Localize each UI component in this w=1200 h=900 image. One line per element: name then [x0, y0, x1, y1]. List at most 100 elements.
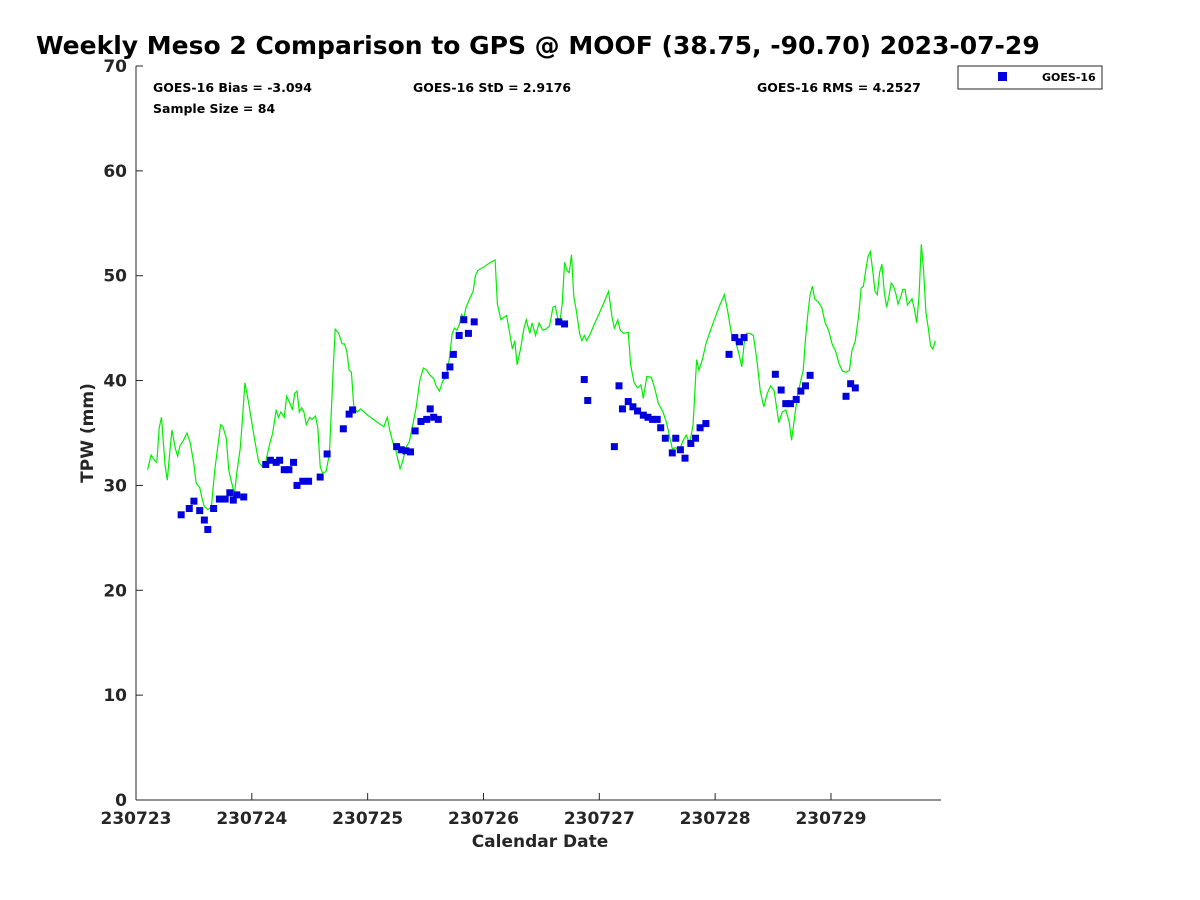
goes16-point	[276, 456, 284, 464]
goes16-point	[797, 387, 805, 395]
goes16-point	[190, 497, 198, 505]
goes16-point	[305, 477, 313, 485]
goes16-point	[610, 443, 618, 451]
goes16-point	[624, 398, 632, 406]
legend: GOES-16	[957, 65, 1103, 90]
goes16-point	[402, 447, 410, 455]
goes16-point	[185, 504, 193, 512]
goes16-point	[771, 370, 779, 378]
goes16-point	[653, 415, 661, 423]
legend-marker-goes16	[998, 72, 1007, 81]
goes16-point	[561, 320, 569, 328]
goes16-point	[221, 495, 229, 503]
stat-sample-size: Sample Size = 84	[153, 101, 275, 116]
goes16-point	[649, 415, 657, 423]
goes16-point	[668, 449, 676, 457]
y-tick-label: 20	[103, 581, 127, 601]
goes16-point	[196, 507, 204, 515]
goes16-point	[339, 425, 347, 433]
x-tick-label: 230723	[101, 809, 172, 829]
goes16-point	[426, 405, 434, 413]
goes16-point	[725, 350, 733, 358]
goes16-point	[323, 450, 331, 458]
goes16-point	[285, 466, 293, 474]
goes16-point	[676, 446, 684, 454]
x-tick-label: 230729	[795, 809, 866, 829]
goes16-point	[446, 363, 454, 371]
goes16-point	[615, 382, 623, 390]
goes16-point	[210, 504, 218, 512]
goes16-point	[464, 329, 472, 337]
goes16-point	[777, 386, 785, 394]
goes16-point	[204, 525, 212, 533]
goes16-point	[806, 371, 814, 379]
goes16-point	[434, 415, 442, 423]
goes16-point	[200, 516, 208, 524]
goes16-point	[177, 511, 185, 519]
y-tick-label: 0	[115, 791, 127, 811]
stat-std: GOES-16 StD = 2.9176	[413, 80, 571, 95]
y-tick-label: 70	[103, 57, 127, 77]
goes16-point	[580, 376, 588, 384]
goes16-point	[349, 406, 357, 414]
chart-title: Weekly Meso 2 Comparison to GPS @ MOOF (…	[36, 31, 1040, 60]
goes16-point	[634, 407, 642, 415]
goes16-point	[215, 495, 223, 503]
goes16-point	[735, 338, 743, 346]
goes16-point	[731, 334, 739, 342]
stat-rms: GOES-16 RMS = 4.2527	[757, 80, 921, 95]
goes16-point	[629, 403, 637, 411]
x-tick-label: 230727	[564, 809, 635, 829]
goes16-point	[441, 371, 449, 379]
y-tick-label: 10	[103, 686, 127, 706]
goes16-point	[345, 410, 353, 418]
x-tick-label: 230728	[680, 809, 751, 829]
goes16-point	[417, 417, 425, 425]
gps-tpw-line	[147, 244, 936, 511]
goes16-point	[290, 458, 298, 466]
y-tick-label: 30	[103, 476, 127, 496]
goes16-point	[618, 405, 626, 413]
goes16-point	[449, 350, 457, 358]
goes16-point	[555, 318, 563, 326]
goes16-point	[316, 473, 324, 481]
goes16-point	[792, 395, 800, 403]
x-tick-label: 230725	[332, 809, 403, 829]
goes16-point	[687, 439, 695, 447]
y-tick-label: 50	[103, 267, 127, 287]
goes16-point	[262, 460, 270, 468]
goes16-point	[801, 382, 809, 390]
series-layer	[147, 244, 936, 533]
stat-bias: GOES-16 Bias = -3.094	[153, 80, 312, 95]
goes16-point	[691, 434, 699, 442]
goes16-point	[782, 400, 790, 408]
goes16-point	[702, 420, 710, 428]
goes16-point	[293, 481, 301, 489]
goes16-point	[430, 413, 438, 421]
x-tick-label: 230726	[448, 809, 519, 829]
legend-label-goes16: GOES-16	[1042, 71, 1096, 84]
y-tick-label: 40	[103, 372, 127, 392]
y-axis-label: TPW (mm)	[78, 383, 98, 483]
goes16-point	[696, 424, 704, 432]
plot-area: 0 10 20 30 40 50 60 70 230723 230724 230725 230726…	[101, 57, 941, 829]
goes16-point	[423, 415, 431, 423]
x-tick-label: 230724	[216, 809, 287, 829]
goes16-point	[397, 446, 405, 454]
goes16-point	[240, 493, 248, 501]
goes16-point	[842, 392, 850, 400]
y-axis-ticks: 0 10 20 30 40 50 60 70	[103, 57, 143, 811]
goes16-point	[470, 318, 478, 326]
goes16-point	[672, 434, 680, 442]
goes16-point	[407, 448, 415, 456]
goes16-point	[233, 491, 241, 499]
goes16-point	[393, 443, 401, 451]
goes16-point	[786, 400, 794, 408]
goes16-point	[657, 424, 665, 432]
goes16-point	[851, 384, 859, 392]
goes16-point	[226, 489, 234, 497]
goes16-point	[411, 427, 419, 435]
x-axis-label: Calendar Date	[472, 832, 609, 852]
